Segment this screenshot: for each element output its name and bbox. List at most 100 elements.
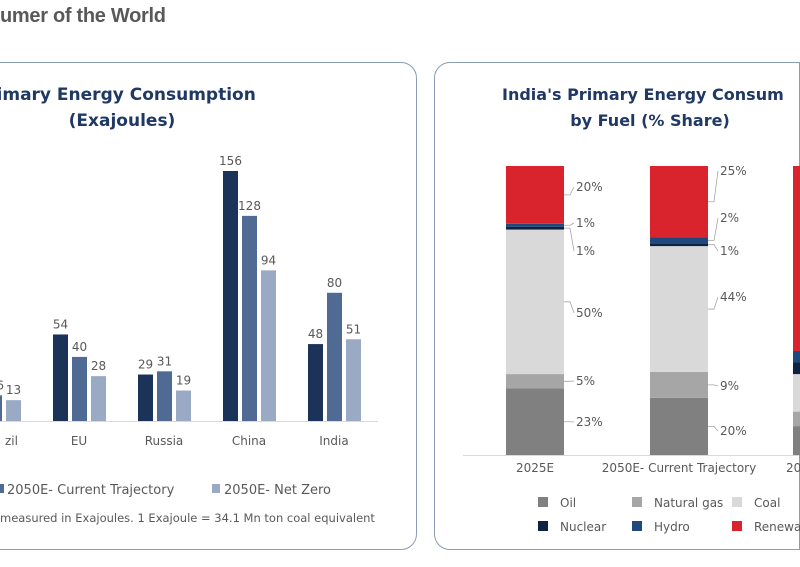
leader-line [708, 425, 719, 432]
stack-Renewa-0 [506, 166, 564, 224]
leader-line [564, 301, 575, 314]
leader-line [708, 384, 719, 387]
data-label: 40 [72, 340, 87, 354]
legend-natural-gas: Natural gas [654, 496, 723, 510]
left-plot: 6 13 zil 54 40 28 EU 29 31 19 Russia 156 128 94 China 4… [0, 154, 378, 448]
category-label: EU [71, 434, 87, 448]
stack-Natural gas-0 [506, 374, 564, 389]
bar-Russia-1 [157, 371, 172, 421]
bar-zil-1 [0, 395, 2, 421]
bar-India-0 [308, 344, 323, 421]
india-fuel-share-card [434, 62, 800, 550]
chart-title-line-1: rimary Energy Consumption [0, 85, 256, 105]
stack-Nuclear-1 [650, 243, 708, 247]
data-label: 13 [6, 383, 21, 397]
legend-swatch [732, 521, 742, 531]
legend-swatch [732, 497, 742, 507]
chart-title-line-2: (Exajoules) [69, 111, 176, 131]
data-label: 1% [576, 216, 595, 230]
data-label: 9% [720, 379, 739, 393]
category-label: zil [5, 434, 18, 448]
stack-Oil-2 [793, 426, 800, 455]
data-label: 51 [346, 322, 361, 336]
legend-current-trajectory: 2050E- Current Trajectory [7, 483, 175, 498]
stack-Natural gas-1 [650, 372, 708, 398]
stack-Oil-0 [506, 388, 564, 455]
category-label: 2050E- Current Trajectory [602, 461, 756, 475]
footnote: measured in Exajoules. 1 Exajoule = 34.1… [0, 511, 375, 525]
legend-swatch [632, 521, 642, 531]
legend-swatch [538, 521, 548, 531]
world-consumption-card [0, 62, 417, 550]
stack-Natural gas-2 [793, 411, 800, 427]
stack-Coal-2 [793, 374, 800, 412]
chart-title-line-2: by Fuel (% Share) [570, 111, 730, 130]
stack-Coal-1 [650, 246, 708, 373]
legend-swatch [632, 497, 642, 507]
stack-Renewa-1 [650, 166, 708, 238]
bar-India-1 [327, 292, 342, 421]
bar-China-1 [242, 215, 257, 421]
bar-EU-2 [91, 376, 106, 421]
data-label: 25% [720, 164, 747, 178]
legend-hydro: Hydro [654, 520, 690, 534]
legend-net-zero: 2050E- Net Zero [224, 483, 331, 498]
data-label: 94 [261, 253, 276, 267]
data-label: 20% [720, 424, 747, 438]
stack-Hydro-2 [793, 350, 800, 363]
data-label: 80 [327, 276, 342, 290]
bar-EU-0 [53, 334, 68, 421]
legend-oil: Oil [560, 496, 576, 510]
data-label: 1% [720, 244, 739, 258]
legend-swatch-netzero [212, 484, 220, 493]
leader-line [564, 227, 575, 252]
category-label: 2025E [516, 461, 554, 475]
category-label: 20 [786, 461, 800, 475]
data-label: 54 [53, 317, 68, 331]
bar-Russia-2 [176, 390, 191, 421]
stack-Nuclear-2 [793, 362, 800, 375]
data-label: 44% [720, 290, 747, 304]
legend-swatch [538, 497, 548, 507]
data-label: 20% [576, 180, 603, 194]
legend-coal: Coal [754, 496, 780, 510]
data-label: 50% [576, 306, 603, 320]
data-label: 29 [138, 358, 153, 372]
leader-line [708, 170, 719, 203]
bar-China-0 [223, 171, 238, 421]
stack-Hydro-1 [650, 237, 708, 244]
leader-line [708, 244, 719, 252]
legend-nuclear: Nuclear [560, 520, 606, 534]
bar-India-2 [346, 339, 361, 421]
leader-line [708, 296, 719, 310]
legend-renewa: Renewa [754, 520, 800, 534]
data-label: 156 [219, 154, 242, 168]
data-label: 31 [157, 354, 172, 368]
right-plot: 2025E 23% 5% 50% 1% 1% 20% 2050E- Current Traje… [463, 164, 800, 534]
leader-line [564, 186, 575, 196]
bar-Russia-0 [138, 374, 153, 421]
category-label: China [232, 434, 266, 448]
stack-Hydro-0 [506, 223, 564, 227]
stack-Renewa-2 [793, 166, 800, 351]
leader-line [708, 217, 719, 241]
section-heading: umer of the World [0, 5, 166, 27]
data-label: 28 [91, 359, 106, 373]
bar-EU-1 [72, 356, 87, 421]
data-label: 6 [0, 378, 4, 392]
data-label: 2% [720, 211, 739, 225]
data-label: 19 [176, 374, 191, 388]
legend-swatch-current [0, 484, 4, 493]
data-label: 128 [238, 199, 261, 213]
data-label: 5% [576, 374, 595, 388]
stack-Nuclear-0 [506, 226, 564, 230]
stack-Coal-0 [506, 229, 564, 375]
chart-title-line-1: India's Primary Energy Consum [502, 85, 784, 104]
bar-zil-2 [6, 400, 21, 421]
data-label: 48 [308, 327, 323, 341]
bar-China-2 [261, 270, 276, 421]
category-label: India [319, 434, 348, 448]
category-label: Russia [145, 434, 184, 448]
leader-line [564, 222, 575, 226]
